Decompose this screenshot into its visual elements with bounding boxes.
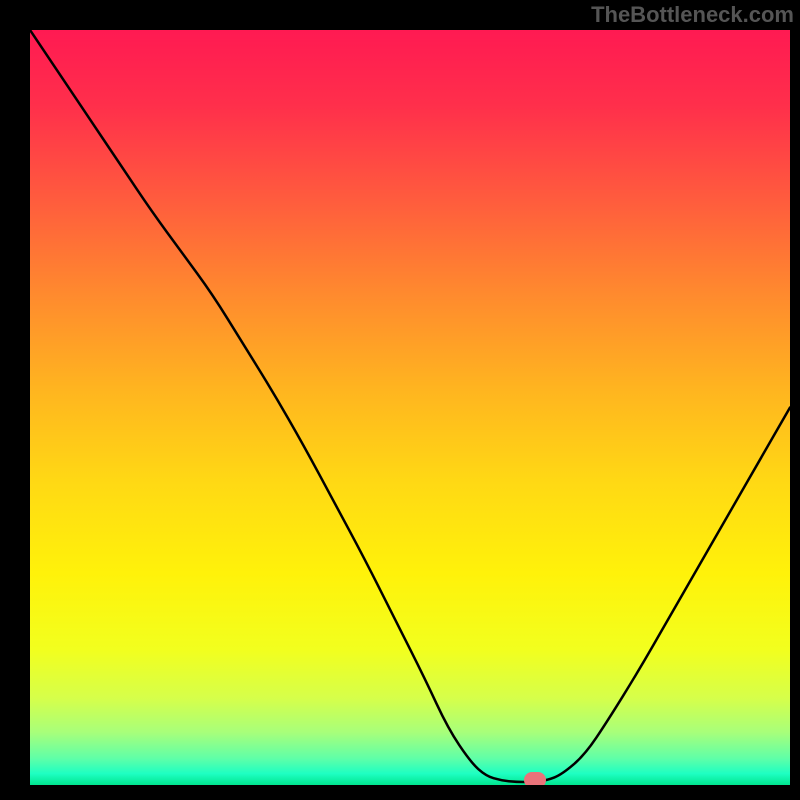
optimal-point-marker (524, 772, 546, 785)
chart-frame: TheBottleneck.com (0, 0, 800, 800)
plot-area (30, 30, 790, 785)
bottleneck-curve (30, 30, 790, 785)
watermark-text: TheBottleneck.com (591, 2, 794, 28)
